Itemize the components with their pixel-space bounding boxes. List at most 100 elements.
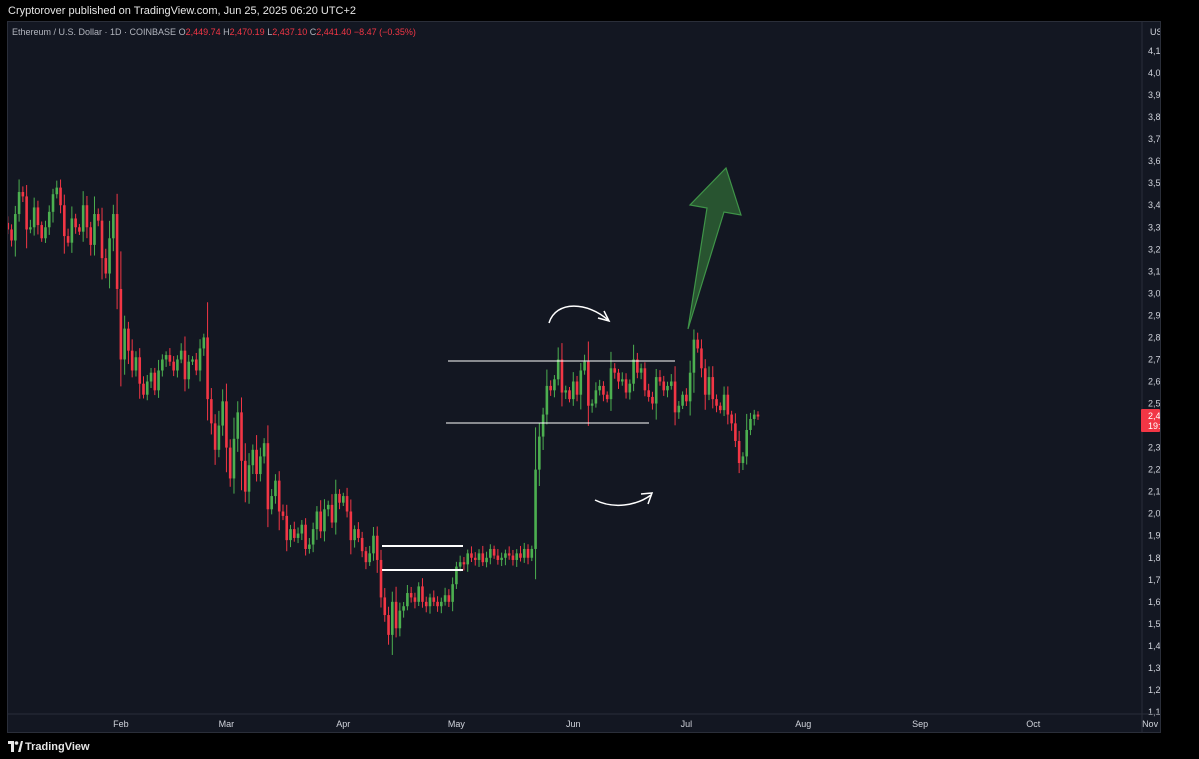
candle — [198, 339, 202, 382]
candle — [643, 362, 647, 397]
candle — [63, 194, 66, 254]
price-tick-label: 1,500.00 — [1148, 619, 1160, 629]
candle — [726, 386, 730, 425]
candle — [587, 341, 590, 426]
candle — [232, 417, 236, 494]
candle — [345, 487, 349, 518]
candle — [115, 193, 119, 310]
candle — [703, 359, 707, 410]
candle — [466, 549, 470, 572]
time-tick-label: Aug — [795, 719, 811, 729]
candle — [451, 577, 454, 612]
candle — [624, 373, 628, 399]
candle — [259, 447, 262, 482]
candle — [145, 374, 149, 401]
candle — [96, 208, 100, 227]
symbol-label[interactable]: Ethereum / U.S. Dollar · 1D · COINBASE — [12, 27, 177, 37]
tradingview-brand[interactable]: TradingView — [25, 741, 90, 753]
price-tick-label: 1,100.00 — [1148, 707, 1160, 717]
candle — [669, 374, 673, 390]
price-tick-label: 3,500.00 — [1148, 178, 1160, 188]
low-label: L — [267, 27, 273, 37]
candle — [391, 591, 394, 655]
candle — [409, 586, 413, 603]
low-value: 2,437.10 — [272, 27, 308, 37]
candle — [745, 413, 748, 465]
candle — [424, 596, 428, 613]
candle — [93, 196, 96, 256]
candle — [398, 602, 402, 637]
time-tick-label: Oct — [1026, 719, 1041, 729]
time-tick-label: Jul — [681, 719, 693, 729]
candle — [632, 344, 635, 392]
candle — [119, 251, 123, 387]
candle — [243, 443, 247, 503]
candle — [357, 522, 360, 543]
candle — [161, 354, 164, 377]
candle — [338, 489, 341, 510]
price-tick-label: 3,900.00 — [1148, 90, 1160, 100]
currency-label[interactable]: USD — [1150, 27, 1160, 37]
candle — [270, 489, 273, 515]
candle — [722, 386, 726, 417]
candle — [304, 518, 307, 556]
candle — [681, 391, 684, 410]
tradingview-logo-icon[interactable] — [8, 741, 23, 752]
candle — [432, 590, 436, 607]
candle — [421, 578, 424, 608]
candle — [47, 205, 51, 235]
time-tick-label: Feb — [113, 719, 129, 729]
candle — [112, 204, 115, 252]
price-tick-label: 4,000.00 — [1148, 68, 1160, 78]
candle — [108, 220, 111, 289]
candle — [700, 339, 703, 378]
last-price-marker — [1141, 409, 1160, 432]
candle — [406, 584, 409, 611]
price-tick-label: 1,800.00 — [1148, 553, 1160, 563]
candle — [564, 385, 568, 400]
chart-pane[interactable]: 4,100.00 4,000.00 3,900.00 3,800.00 3,700.00… — [7, 21, 1161, 733]
candle — [183, 336, 187, 392]
candle — [194, 352, 198, 376]
candle — [737, 430, 741, 474]
candle — [364, 546, 368, 570]
candle — [262, 438, 266, 464]
candle — [492, 545, 496, 559]
ohlc-legend: Ethereum / U.S. Dollar · 1D · COINBASE O… — [12, 27, 416, 37]
candle — [462, 557, 466, 571]
candle — [59, 179, 62, 214]
curved-arrow-bottom-icon[interactable] — [594, 492, 654, 507]
candle — [673, 366, 677, 426]
candle — [40, 221, 43, 242]
bullish-arrow-icon[interactable] — [687, 166, 742, 330]
candle — [81, 191, 85, 242]
candle — [575, 375, 579, 402]
candle — [489, 544, 492, 565]
candle — [583, 354, 586, 375]
candle — [240, 397, 243, 491]
price-tick-label: 3,000.00 — [1148, 288, 1160, 298]
candle — [353, 525, 356, 548]
candle — [319, 500, 322, 539]
price-chart[interactable]: 4,100.00 4,000.00 3,900.00 3,800.00 3,700.00… — [8, 22, 1160, 732]
candle — [647, 383, 650, 402]
candle — [266, 425, 270, 528]
price-tick-label: 2,100.00 — [1148, 487, 1160, 497]
price-tick-label: 1,700.00 — [1148, 575, 1160, 585]
candle — [688, 360, 692, 416]
price-tick-label: 2,200.00 — [1148, 465, 1160, 475]
price-tick-label: 2,700.00 — [1148, 354, 1160, 364]
candle — [85, 195, 89, 239]
curved-arrow-top-icon[interactable] — [548, 305, 611, 324]
price-tick-label: 3,300.00 — [1148, 222, 1160, 232]
candle — [662, 375, 666, 396]
candle — [556, 347, 560, 386]
candle — [142, 376, 145, 399]
candle — [443, 587, 447, 606]
close-value: 2,441.40 — [316, 27, 352, 37]
candle — [323, 499, 326, 542]
candle — [228, 439, 232, 487]
price-tick-label: 1,900.00 — [1148, 531, 1160, 541]
candle — [36, 200, 40, 235]
candle — [481, 545, 485, 566]
